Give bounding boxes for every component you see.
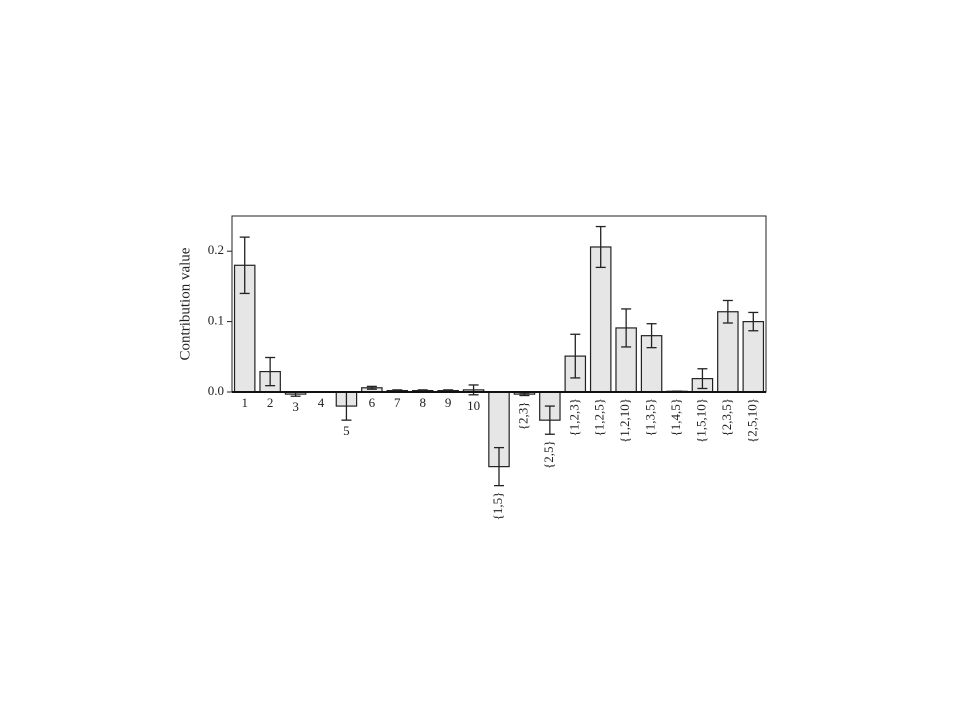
error-bar: [621, 308, 632, 348]
x-tick-label: {1,5}: [490, 492, 505, 521]
error-bar: [697, 368, 708, 390]
x-tick-label: 10: [467, 398, 480, 413]
x-tick-label: {1,2,5}: [592, 398, 607, 436]
x-tick-label: 3: [292, 399, 299, 414]
x-tick-label: 7: [394, 395, 401, 410]
bar: [742, 321, 765, 393]
y-axis-label: Contribution value: [177, 247, 193, 360]
x-tick-label: 8: [419, 395, 426, 410]
x-tick-label: 2: [267, 395, 274, 410]
bar: [717, 311, 739, 393]
y-tick-label: 0.1: [208, 313, 224, 328]
error-bar: [748, 311, 759, 332]
x-tick-label: {1,2,10}: [617, 398, 632, 443]
y-tick-label: 0.2: [208, 242, 224, 257]
x-tick-label: {1,2,3}: [566, 398, 581, 436]
x-tick-label: 1: [241, 395, 248, 410]
x-tick-label: {2,3,5}: [719, 398, 734, 436]
x-tick-label: {1,5,10}: [693, 398, 708, 443]
error-bar: [544, 405, 555, 435]
y-tick-label: 0.0: [208, 383, 224, 398]
x-tick-label: {2,5}: [541, 440, 556, 469]
error-bar: [595, 225, 606, 269]
error-bar: [265, 356, 276, 387]
x-tick-label: 4: [318, 395, 325, 410]
error-bar: [646, 323, 657, 349]
x-tick-label: {1,3,5}: [643, 398, 658, 436]
x-tick-label: 6: [369, 395, 376, 410]
error-bar: [722, 299, 733, 324]
error-bar: [239, 236, 250, 295]
error-bar: [468, 384, 479, 396]
x-tick-label: 9: [445, 395, 452, 410]
x-tick-label: 5: [343, 423, 350, 438]
x-tick-label: {1,4,5}: [668, 398, 683, 436]
error-bar: [366, 385, 377, 390]
bar: [589, 246, 612, 393]
error-bar: [494, 446, 504, 487]
x-tick-label: {2,3}: [515, 402, 530, 431]
x-tick-label: {2,5,10}: [744, 398, 759, 443]
error-bar: [570, 333, 581, 379]
